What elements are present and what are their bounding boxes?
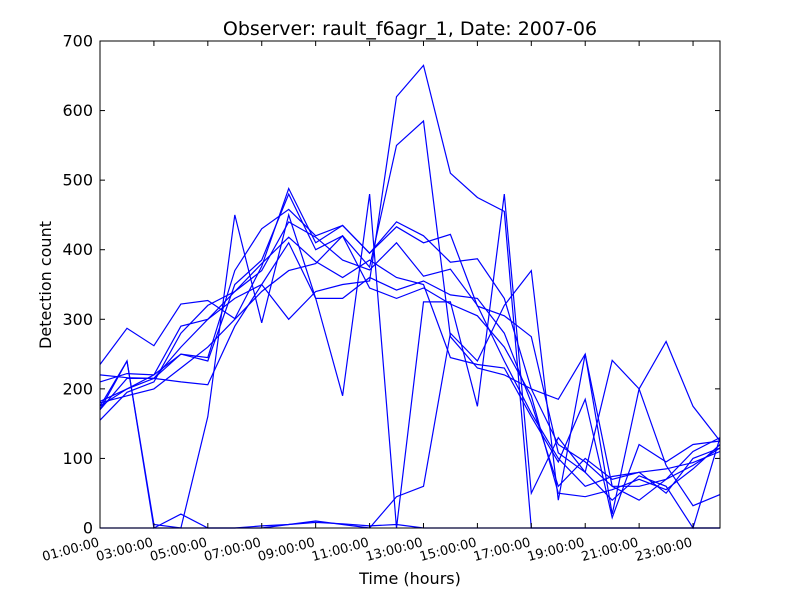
x-tick-label: 09:00:00 xyxy=(256,535,316,565)
series-line-7 xyxy=(99,119,721,487)
series-line-5 xyxy=(99,241,721,495)
series-line-11 xyxy=(100,521,720,529)
y-axis: 0 100 200 300 400 500 600 700 xyxy=(62,32,720,538)
x-tick-label: 07:00:00 xyxy=(202,535,262,565)
y-tick-label: 0 xyxy=(83,519,93,538)
x-tick-label: 13:00:00 xyxy=(364,535,424,565)
y-tick-label: 200 xyxy=(62,379,93,398)
x-tick-label: 23:00:00 xyxy=(634,535,694,565)
x-tick-label: 01:00:00 xyxy=(41,535,101,565)
plot-area-frame xyxy=(99,40,721,529)
x-tick-label: 03:00:00 xyxy=(95,535,155,565)
x-tick-label: 19:00:00 xyxy=(526,535,586,565)
x-tick-label: 15:00:00 xyxy=(418,535,478,565)
series-line-10 xyxy=(99,269,721,529)
series-line-1 xyxy=(99,186,721,507)
x-tick-label: 11:00:00 xyxy=(310,535,370,565)
x-tick-label: 17:00:00 xyxy=(472,535,532,565)
series-line-8 xyxy=(99,64,720,529)
x-tick-label: 21:00:00 xyxy=(580,535,640,565)
y-tick-label: 600 xyxy=(62,101,93,120)
y-tick-label: 100 xyxy=(62,449,93,468)
series-lines xyxy=(99,64,721,530)
y-tick-label: 500 xyxy=(62,171,93,190)
series-line-6 xyxy=(99,192,721,498)
y-tick-label: 300 xyxy=(62,310,93,329)
x-tick-label: 05:00:00 xyxy=(149,535,209,565)
series-line-2 xyxy=(99,208,721,515)
series-line-9 xyxy=(99,194,721,530)
chart-title: Observer: rault_f6agr_1, Date: 2007-06 xyxy=(223,18,597,40)
series-line-4 xyxy=(99,236,721,520)
series-line-3 xyxy=(99,221,721,487)
y-tick-label: 700 xyxy=(62,32,93,51)
x-axis: 01:00:0003:00:0005:00:0007:00:0009:00:00… xyxy=(41,41,694,565)
y-axis-label: Detection count xyxy=(36,221,55,349)
y-tick-label: 400 xyxy=(62,240,93,259)
x-axis-label: Time (hours) xyxy=(358,569,461,588)
